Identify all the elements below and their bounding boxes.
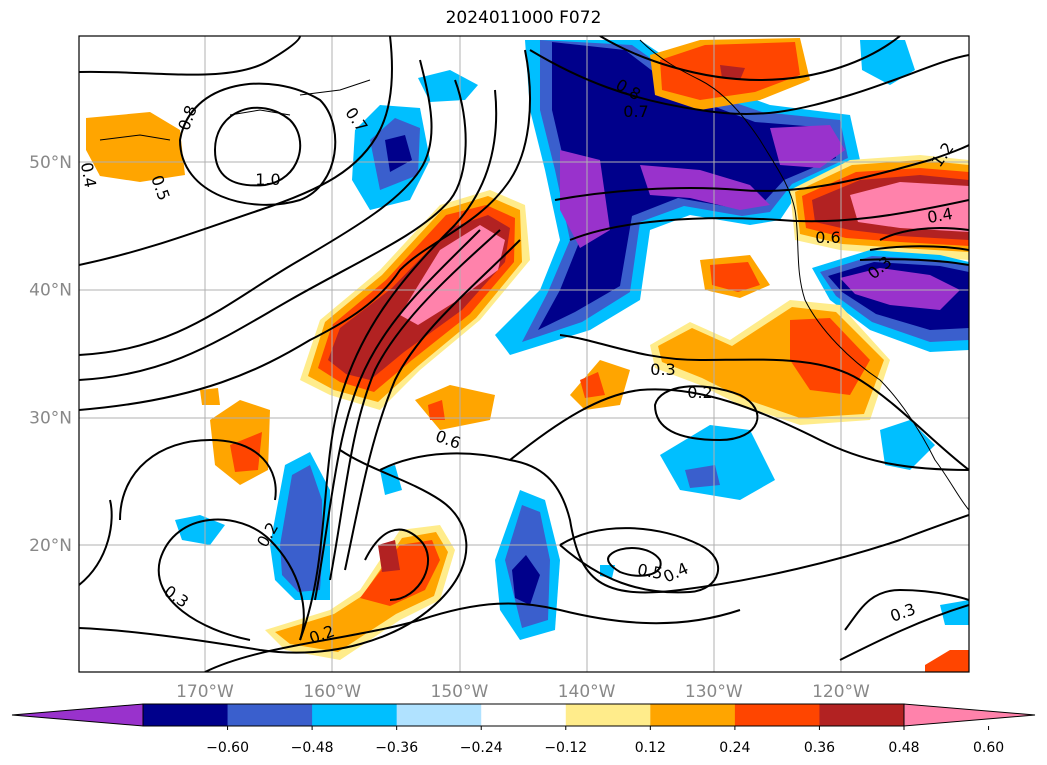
colorbar-extend-low — [11, 703, 144, 727]
colorbar-swatch — [227, 704, 313, 726]
contour-label: 0.2 — [687, 383, 712, 402]
colorbar: −0.60 −0.48 −0.36 −0.24 −0.12 0.12 0.24 0.36 0.4… — [11, 703, 1036, 756]
map-title: 2024011000 F072 — [445, 8, 602, 28]
contour-label: 0.6 — [815, 228, 840, 247]
contour-label: 0.5 — [636, 560, 664, 583]
colorbar-tick-label: 0.12 — [635, 740, 666, 756]
gridlines — [79, 36, 969, 672]
colorbar-tick-label: −0.24 — [460, 740, 503, 756]
colorbar-swatch — [143, 704, 229, 726]
colorbar-tick-label: −0.36 — [375, 740, 418, 756]
lat-label: 30°N — [29, 408, 72, 428]
colorbar-tick-label: 0.36 — [804, 740, 835, 756]
contour-label: 0.3 — [650, 360, 675, 379]
lon-label: 150°W — [431, 682, 489, 702]
lat-label: 50°N — [29, 153, 72, 173]
contour-label: 1.0 — [255, 170, 280, 189]
lon-label: 170°W — [176, 682, 234, 702]
colorbar-swatch — [565, 704, 651, 726]
lat-label: 40°N — [29, 281, 72, 301]
plot-frame — [78, 35, 970, 673]
lon-label: 160°W — [303, 682, 361, 702]
colorbar-swatch — [819, 704, 905, 726]
colorbar-swatch — [481, 704, 567, 726]
colorbar-tick-label: −0.60 — [206, 740, 249, 756]
colorbar-extend-high — [903, 703, 1036, 727]
contour-label: 0.7 — [623, 102, 648, 121]
lon-label: 140°W — [558, 682, 616, 702]
colorbar-swatch — [650, 704, 736, 726]
colorbar-swatch — [734, 704, 820, 726]
lon-label: 130°W — [685, 682, 743, 702]
colorbar-tick-label: −0.12 — [544, 740, 587, 756]
colorbar-tick-label: 0.48 — [888, 740, 919, 756]
lon-label: 120°W — [812, 682, 870, 702]
colorbar-tick-label: −0.48 — [291, 740, 334, 756]
colorbar-tick-label: 0.24 — [719, 740, 750, 756]
colorbar-tick-label: 0.60 — [973, 740, 1004, 756]
colorbar-swatch — [396, 704, 482, 726]
coastline — [99, 39, 969, 511]
longitude-labels: 170°W 160°W 150°W 140°W 130°W 120°W — [176, 682, 870, 702]
lat-label: 20°N — [29, 536, 72, 556]
contour-label: 0.4 — [926, 204, 954, 227]
contour-label: 0.4 — [77, 161, 100, 189]
colorbar-swatch — [312, 704, 398, 726]
latitude-labels: 50°N 40°N 30°N 20°N — [29, 153, 72, 556]
